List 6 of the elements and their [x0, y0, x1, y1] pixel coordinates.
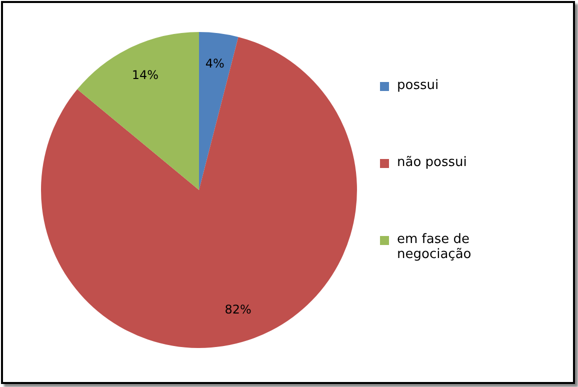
legend-label: possui: [397, 78, 439, 93]
legend-label: em fase de negociação: [397, 232, 472, 262]
legend-label: não possui: [397, 155, 467, 170]
data-label: 14%: [132, 68, 159, 82]
data-label: 4%: [205, 56, 224, 71]
data-label: 82%: [224, 302, 252, 316]
